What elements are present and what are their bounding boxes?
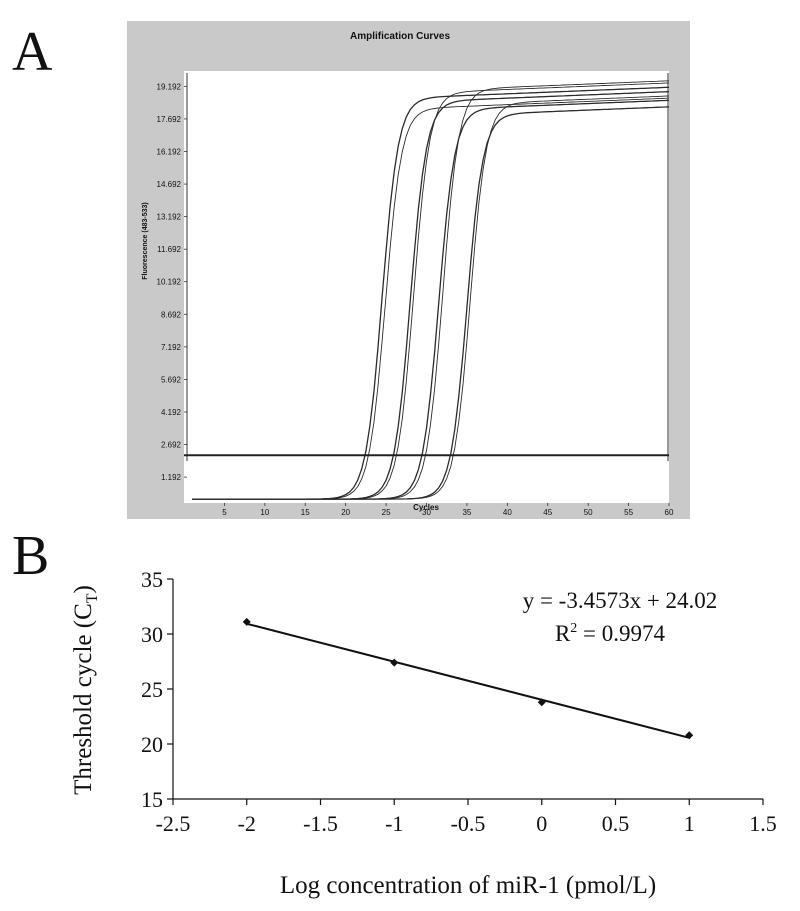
r-squared-prefix: R <box>555 621 571 646</box>
chart-title: Amplification Curves <box>350 31 450 42</box>
y-tick-label: 5.692 <box>161 375 182 384</box>
y-tick-label: 1.192 <box>161 473 182 482</box>
x-tick-label: -2 <box>238 811 256 836</box>
y-tick-label: 17.692 <box>157 115 182 124</box>
y-tick-label: 8.692 <box>161 310 182 319</box>
y-axis-label: Fluorescence (483-533) <box>142 202 149 279</box>
r-squared-label: R2 = 0.9974 <box>555 621 666 646</box>
x-tick-label: -1 <box>385 811 403 836</box>
y-tick-label: 11.692 <box>157 245 181 254</box>
data-point <box>390 658 399 667</box>
standard-curve-chart: 15 20 25 30 35 -2.5 -2 -1.5 -1 -0.5 0 0.5 1 1.5 y = -… <box>70 567 777 899</box>
y-tick-label: 10.192 <box>157 278 182 287</box>
y-axis-label: Threshold cycle (CT) <box>70 585 101 795</box>
y-tick-label: 7.192 <box>161 343 182 352</box>
x-tick-label: 20 <box>341 508 350 517</box>
y-tick-label: 25 <box>141 677 163 702</box>
x-tick-label: 45 <box>543 508 552 517</box>
x-tick-label: 0.5 <box>602 811 630 836</box>
x-tick-label: 25 <box>382 508 391 517</box>
y-tick-label: 15 <box>141 787 163 812</box>
x-tick-label: 55 <box>624 508 633 517</box>
y-tick-label: 35 <box>141 567 163 592</box>
x-tick-label: 60 <box>665 508 674 517</box>
x-tick-label: 35 <box>462 508 471 517</box>
y-tick-label: 16.192 <box>157 147 182 156</box>
data-point <box>685 731 694 740</box>
amplification-curve <box>192 95 670 500</box>
x-tick-label: 15 <box>301 508 310 517</box>
x-axis-label: Cycles <box>413 503 439 512</box>
r-squared-value: = 0.9974 <box>577 621 665 646</box>
y-tick-label: 14.692 <box>157 180 182 189</box>
y-tick-label: 20 <box>141 732 163 757</box>
data-point <box>242 617 251 626</box>
x-tick-label: -0.5 <box>451 811 486 836</box>
plot-area <box>184 71 669 503</box>
r-squared-superscript: 2 <box>570 621 577 636</box>
y-axis-label-close: ) <box>70 585 97 593</box>
y-axis-label-subscript: T <box>84 593 101 603</box>
amplification-curves-chart: Amplification Curves 1.192 2.692 4.192 5.69… <box>127 21 690 519</box>
x-tick-label: 50 <box>584 508 593 517</box>
x-tick-label: 5 <box>222 508 227 517</box>
panel-label-b: B <box>12 525 50 587</box>
y-tick-label: 19.192 <box>157 82 182 91</box>
y-tick-label: 4.192 <box>161 408 182 417</box>
x-tick-label: 1.5 <box>749 811 777 836</box>
x-tick-label: 30 <box>422 508 431 517</box>
x-tick-label: 10 <box>260 508 269 517</box>
y-axis-label-main: Threshold cycle (C <box>70 603 97 795</box>
x-tick-label: -2.5 <box>156 811 191 836</box>
x-axis-label: Log concentration of miR-1 (pmol/L) <box>280 872 656 899</box>
panel-label-a: A <box>12 21 53 83</box>
trendline <box>246 622 690 739</box>
y-tick-label: 30 <box>141 622 163 647</box>
x-tick-label: 0 <box>536 811 547 836</box>
x-tick-label: 40 <box>503 508 512 517</box>
y-tick-label: 2.692 <box>161 441 182 450</box>
regression-equation: y = -3.4573x + 24.02 <box>523 588 718 613</box>
data-point <box>537 698 546 707</box>
x-tick-label: -1.5 <box>303 811 338 836</box>
y-tick-label: 13.192 <box>157 213 182 222</box>
x-tick-label: 1 <box>684 811 695 836</box>
